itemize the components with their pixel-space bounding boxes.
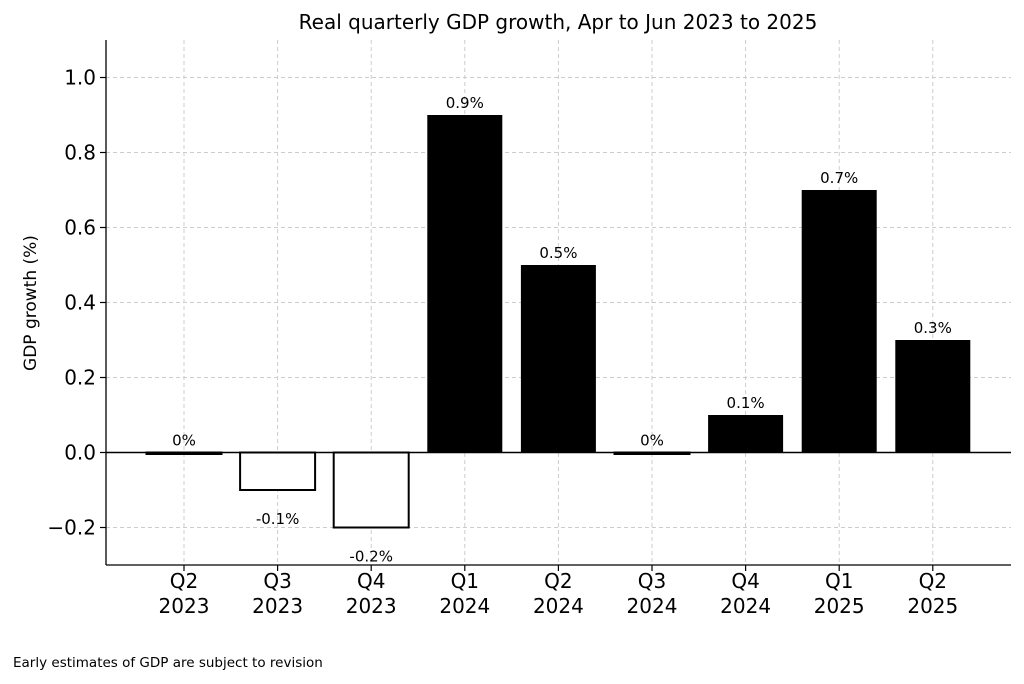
footnote: Early estimates of GDP are subject to re… (13, 655, 323, 671)
data-label: 0.9% (446, 94, 484, 112)
y-tick-label: 0.6 (64, 216, 96, 240)
y-tick-label: 0.0 (64, 441, 96, 465)
data-label: -0.1% (256, 510, 300, 528)
x-tick-label: Q2 2025 (907, 569, 958, 618)
bar (895, 340, 971, 453)
y-tick-label: 0.2 (64, 366, 96, 390)
data-label: 0.5% (539, 244, 577, 262)
x-tick-label: Q3 2023 (252, 569, 303, 618)
x-tick-label: Q4 2024 (720, 569, 771, 618)
y-tick-label: 0.8 (64, 141, 96, 165)
y-tick-label: −0.2 (47, 516, 96, 540)
bar (801, 190, 877, 453)
x-tick-label: Q3 2024 (627, 569, 678, 618)
bar (708, 415, 784, 453)
x-tick-label: Q2 2023 (159, 569, 210, 618)
bar (520, 265, 596, 453)
label-layer: 0% -0.1% -0.2% 0.9% 0.5% 0% 0.1% 0.7% 0.3% (172, 94, 952, 566)
x-tick-label: Q2 2024 (533, 569, 584, 618)
data-label: 0.7% (820, 169, 858, 187)
axis-layer: −0.2 0.0 0.2 0.4 0.6 0.8 1.0 Q2 2023 Q3 2023 Q4 2023… (47, 40, 1011, 618)
x-tick-label: Q1 2025 (814, 569, 865, 618)
bar (427, 115, 503, 453)
y-tick-label: 1.0 (64, 66, 96, 90)
data-label: 0.1% (727, 394, 765, 412)
data-label: -0.2% (349, 548, 393, 566)
y-axis-label: GDP growth (%) (21, 235, 41, 371)
chart-title: Real quarterly GDP growth, Apr to Jun 20… (299, 10, 818, 34)
bar (239, 451, 317, 491)
data-label: 0% (640, 432, 664, 450)
x-tick-label: Q1 2024 (439, 569, 490, 618)
data-label: 0% (172, 432, 196, 450)
bar (332, 451, 410, 529)
x-tick-label: Q4 2023 (346, 569, 397, 618)
data-label: 0.3% (914, 319, 952, 337)
y-tick-label: 0.4 (64, 291, 96, 315)
bar-layer (145, 115, 971, 529)
